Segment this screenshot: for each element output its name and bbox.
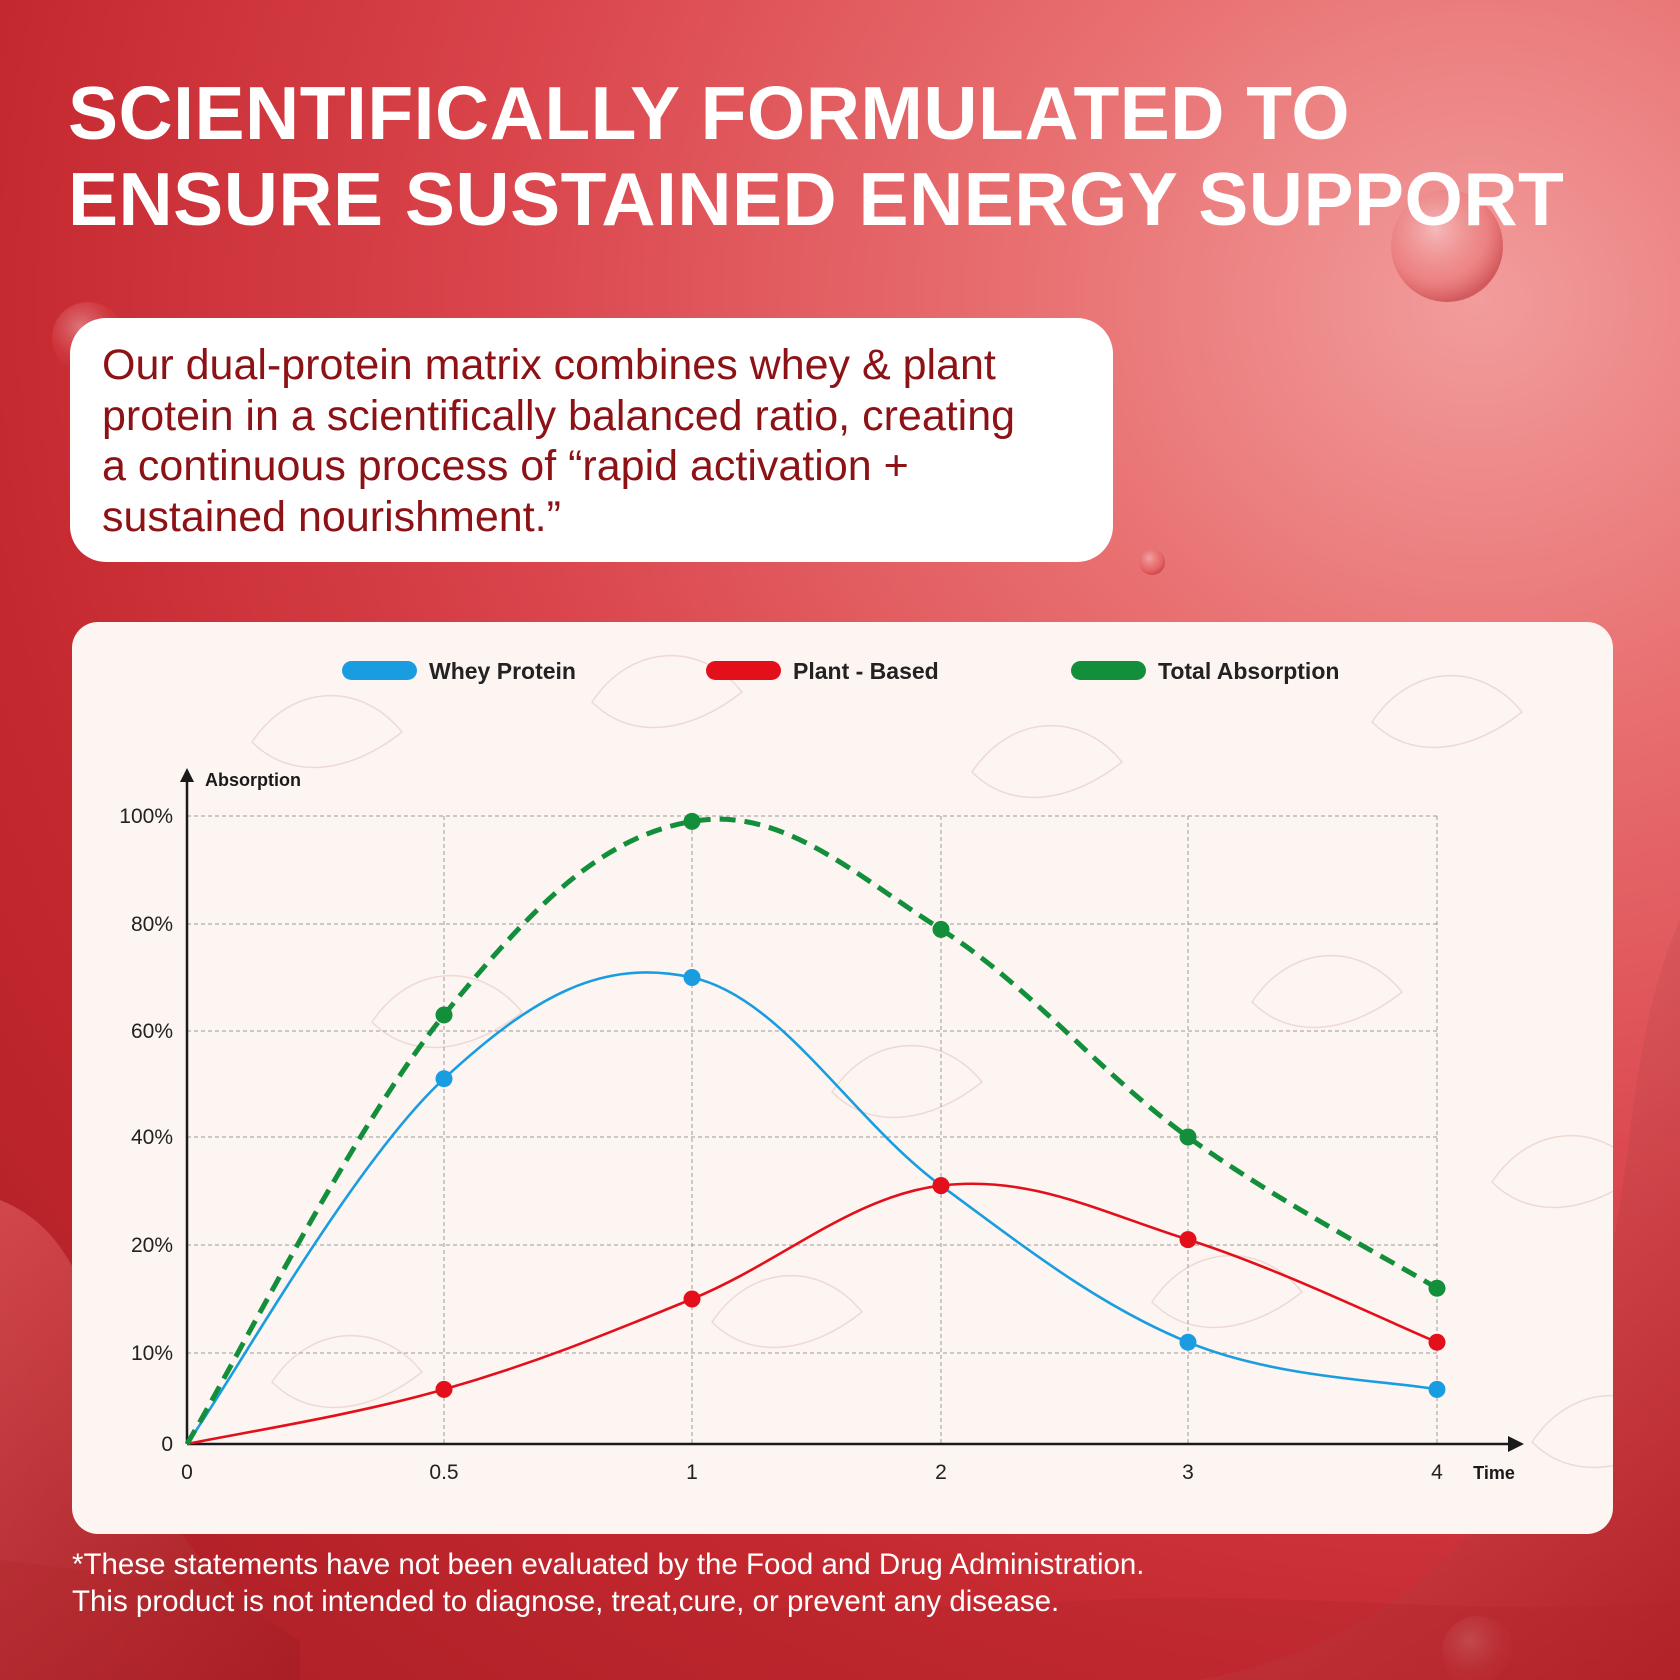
data-point [435, 1006, 453, 1024]
leaf-decoration [271, 1334, 424, 1409]
intro-card: Our dual-protein matrix combines whey & … [70, 318, 1113, 562]
intro-line: protein in a scientifically balanced rat… [102, 391, 1016, 440]
wave-decoration [0, 1560, 1680, 1680]
y-tick-label: 40% [131, 1126, 173, 1149]
leaf-decoration [371, 974, 524, 1049]
page-title: SCIENTIFICALLY FORMULATED TO ENSURE SUST… [68, 70, 1564, 242]
data-point [1428, 1279, 1446, 1297]
disclaimer-line: This product is not intended to diagnose… [72, 1585, 1060, 1618]
intro-line: Our dual-protein matrix combines whey & … [102, 341, 996, 389]
leaf-decoration [1151, 1254, 1304, 1329]
leaf-decoration [591, 654, 744, 729]
series-line [184, 816, 1439, 1446]
droplet-decoration [1139, 549, 1165, 575]
legend-label: Whey Protein [429, 658, 576, 684]
data-point [683, 1290, 701, 1308]
y-tick-label: 80% [131, 913, 173, 936]
leaf-decoration [711, 1274, 864, 1349]
data-point [1428, 1380, 1446, 1398]
data-point [932, 920, 950, 938]
leaf-decoration [1531, 1394, 1613, 1469]
x-tick-label: 1 [686, 1461, 698, 1484]
x-tick-label: 0.5 [429, 1461, 458, 1484]
legend-label: Plant - Based [793, 658, 939, 684]
intro-text: Our dual-protein matrix combines whey & … [102, 340, 1083, 542]
legend-swatch [1071, 661, 1146, 680]
chart-card: Absorption Time 0 10% 20% 40% 60% 80% 100% 0 0.5 1 2… [72, 622, 1613, 1534]
leaf-decoration [251, 694, 404, 769]
x-axis-label: Time [1473, 1463, 1515, 1483]
data-point [1179, 1333, 1197, 1351]
data-point [1179, 1128, 1197, 1146]
y-tick-label: 10% [131, 1342, 173, 1365]
legend-swatch [706, 661, 781, 680]
data-point [435, 1070, 453, 1088]
y-axis-label: Absorption [205, 770, 301, 790]
x-tick-label: 2 [935, 1461, 947, 1484]
y-tick-label: 60% [131, 1020, 173, 1043]
title-line: ENSURE SUSTAINED ENERGY SUPPORT [68, 157, 1565, 241]
leaf-decoration [971, 724, 1124, 799]
intro-line: a continuous process of “rapid activatio… [102, 442, 909, 490]
x-tick-label: 4 [1431, 1461, 1443, 1484]
droplet-decoration [1391, 190, 1503, 302]
series-line [186, 1182, 1438, 1446]
series-line [185, 971, 1438, 1445]
x-axis-arrow-icon [1508, 1436, 1524, 1452]
leaf-decoration [1251, 954, 1404, 1029]
leaf-decoration [1491, 1134, 1613, 1209]
disclaimer-line: *These statements have not been evaluate… [72, 1548, 1145, 1581]
x-tick-label: 3 [1182, 1461, 1194, 1484]
absorption-chart: Absorption Time 0 10% 20% 40% 60% 80% 100% 0 0.5 1 2… [119, 654, 1613, 1484]
data-point [932, 1177, 950, 1195]
data-point [435, 1380, 453, 1398]
y-axis-arrow-icon [180, 768, 194, 782]
leaf-decoration [831, 1044, 984, 1119]
data-point [683, 812, 701, 830]
y-tick-label: 0 [161, 1433, 173, 1456]
y-tick-label: 20% [131, 1234, 173, 1257]
data-point [683, 969, 701, 986]
intro-line: sustained nourishment.” [102, 492, 561, 541]
data-point [1428, 1333, 1446, 1351]
legend-label: Total Absorption [1158, 658, 1339, 684]
disclaimer: *These statements have not been evaluate… [72, 1546, 1145, 1620]
legend-swatch [342, 661, 417, 680]
x-tick-label: 0 [181, 1461, 193, 1484]
leaf-decoration [1371, 674, 1524, 749]
title-line: SCIENTIFICALLY FORMULATED TO [68, 71, 1351, 155]
y-tick-label: 100% [119, 805, 173, 828]
data-point [1179, 1231, 1197, 1249]
